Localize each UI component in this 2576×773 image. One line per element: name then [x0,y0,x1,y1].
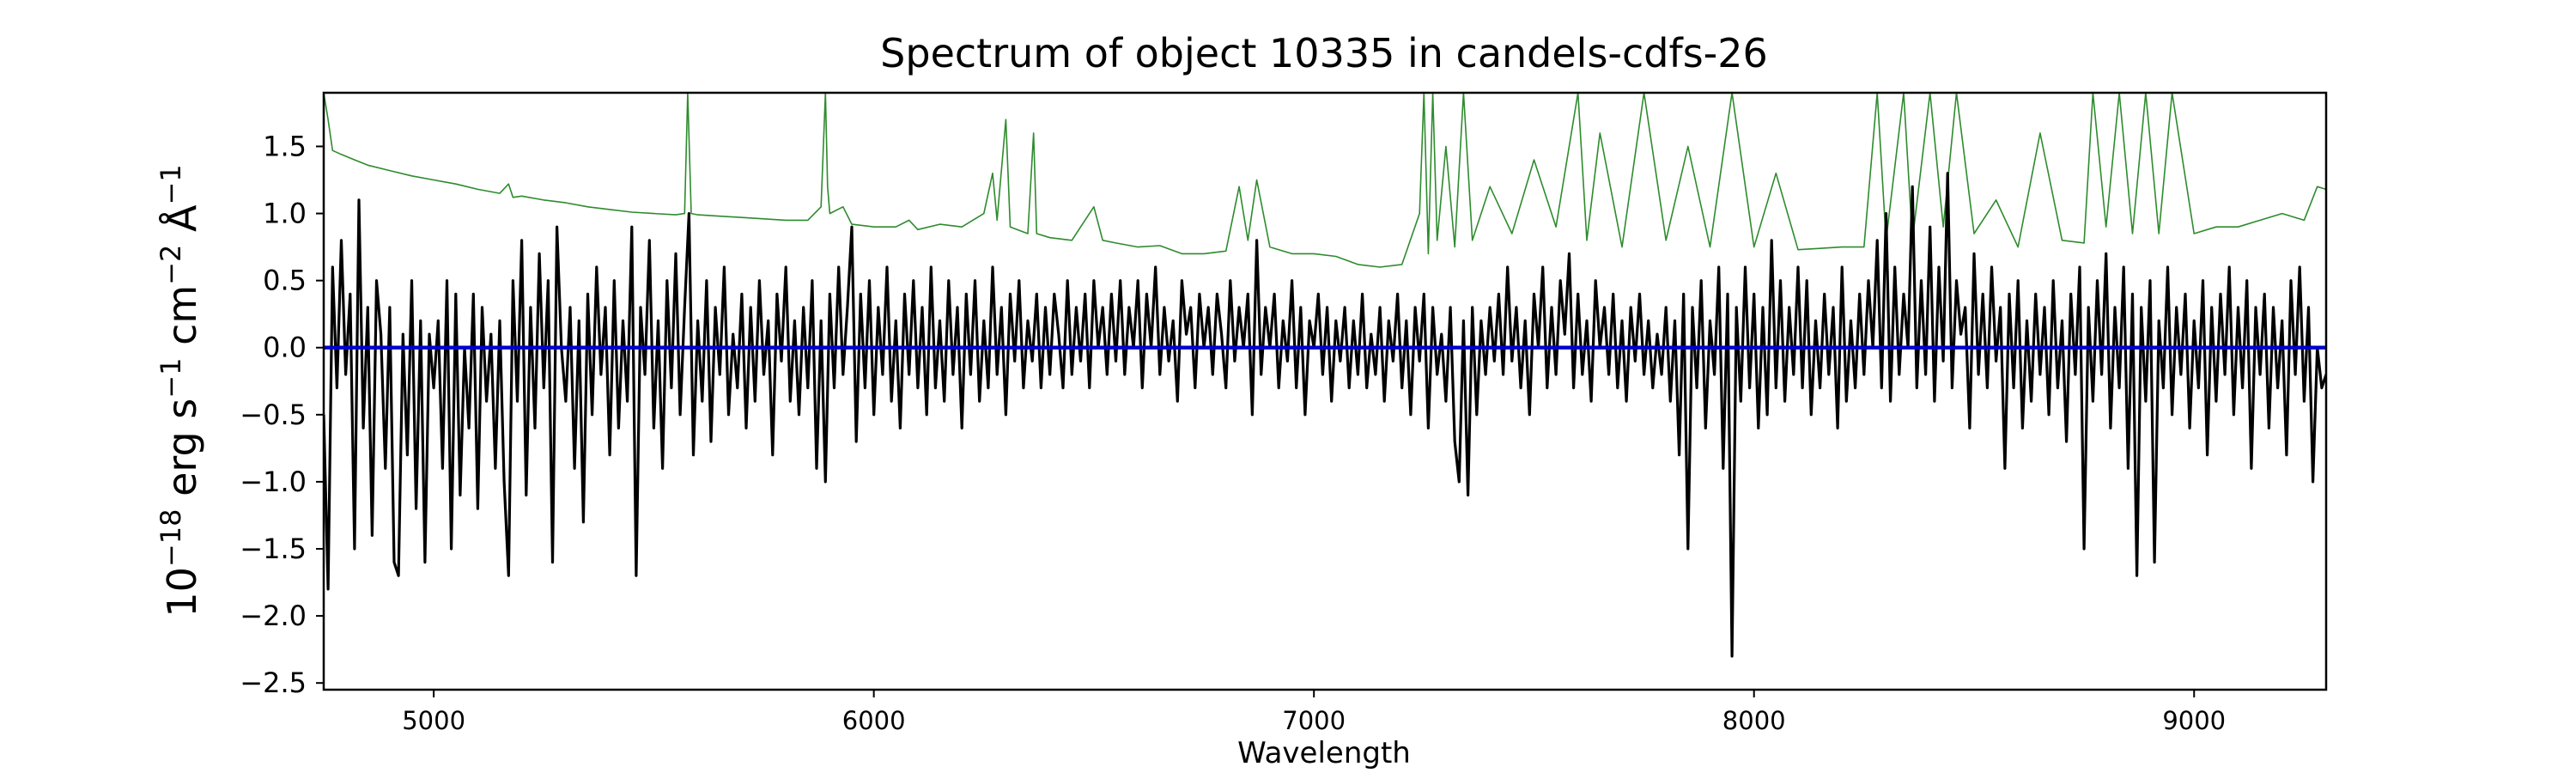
y-tick-label: −1.0 [240,466,307,498]
y-axis-label-unit-b: cm [159,285,205,358]
chart-title: Spectrum of object 10335 in candels-cdfs… [880,30,1768,76]
y-tick-label: 0.5 [263,265,307,297]
y-axis-label-exp-b: −2 [155,245,187,285]
y-axis-label-base: 10 [159,567,205,618]
y-axis-label-exp: −18 [155,509,187,568]
y-axis-label: 10−18 erg s−1 cm−2 Å−1 [155,164,205,617]
y-tick-label: −2.5 [240,666,307,699]
x-axis: 5000 6000 7000 8000 9000 [402,690,2226,735]
x-tick-label: 6000 [842,706,906,735]
flux-series-line [324,172,2326,658]
x-tick-label: 9000 [2162,706,2226,735]
x-axis-label: Wavelength [1237,736,1411,770]
error-series-line [324,93,2326,268]
y-tick-label: −0.5 [240,399,307,431]
y-tick-label: 1.0 [263,198,307,230]
y-axis: 1.5 1.0 0.5 0.0 −0.5 −1.0 −1.5 −2.0 −2.5 [240,130,324,699]
y-tick-label: 0.0 [263,332,307,364]
plot-area [322,91,2328,691]
y-axis-label-unit-c: Å [159,204,205,245]
y-axis-label-exp-a: −1 [155,358,187,399]
y-axis-label-unit-a: erg s [159,399,205,509]
x-tick-label: 5000 [402,706,465,735]
y-tick-label: −1.5 [240,533,307,565]
plot-frame [322,91,2328,691]
x-tick-label: 7000 [1282,706,1346,735]
x-tick-label: 8000 [1722,706,1786,735]
y-tick-label: −2.0 [240,600,307,632]
y-tick-label: 1.5 [263,130,307,162]
y-axis-label-exp-c: −1 [155,164,187,204]
